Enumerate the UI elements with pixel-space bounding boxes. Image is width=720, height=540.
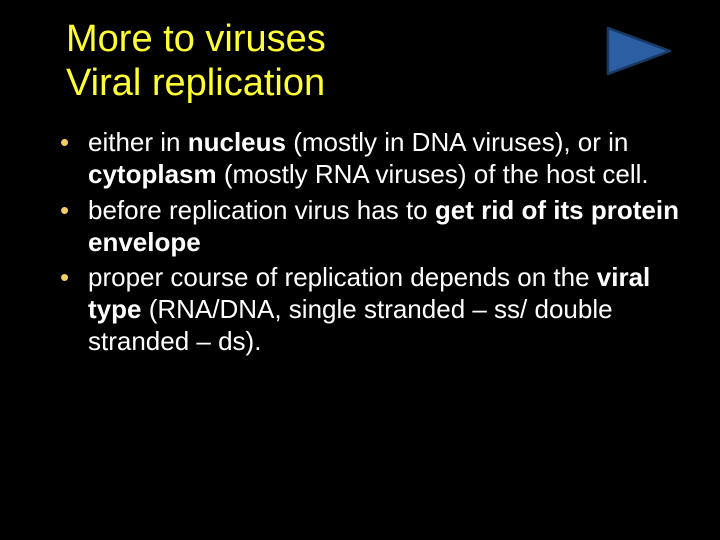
next-slide-button[interactable]	[602, 22, 676, 80]
body-text: before replication virus has to	[88, 195, 435, 225]
title-line-2: Viral replication	[66, 62, 680, 106]
bold-text: cytoplasm	[88, 159, 217, 189]
body-text: (mostly in DNA viruses), or in	[286, 127, 628, 157]
bullet-item: before replication virus has to get rid …	[60, 195, 680, 258]
body-text: (RNA/DNA, single stranded – ss/ double s…	[88, 294, 613, 356]
body-text: either in	[88, 127, 188, 157]
bold-text: nucleus	[188, 127, 286, 157]
slide-title: More to viruses Viral replication	[66, 18, 680, 105]
play-arrow-icon	[602, 22, 676, 80]
bullet-item: either in nucleus (mostly in DNA viruses…	[60, 127, 680, 190]
body-text: (mostly RNA viruses) of the host cell.	[217, 159, 649, 189]
bullet-item: proper course of replication depends on …	[60, 262, 680, 357]
slide: More to viruses Viral replication either…	[0, 0, 720, 540]
bullet-list: either in nucleus (mostly in DNA viruses…	[60, 127, 680, 357]
title-line-1: More to viruses	[66, 18, 680, 62]
body-text: proper course of replication depends on …	[88, 262, 597, 292]
